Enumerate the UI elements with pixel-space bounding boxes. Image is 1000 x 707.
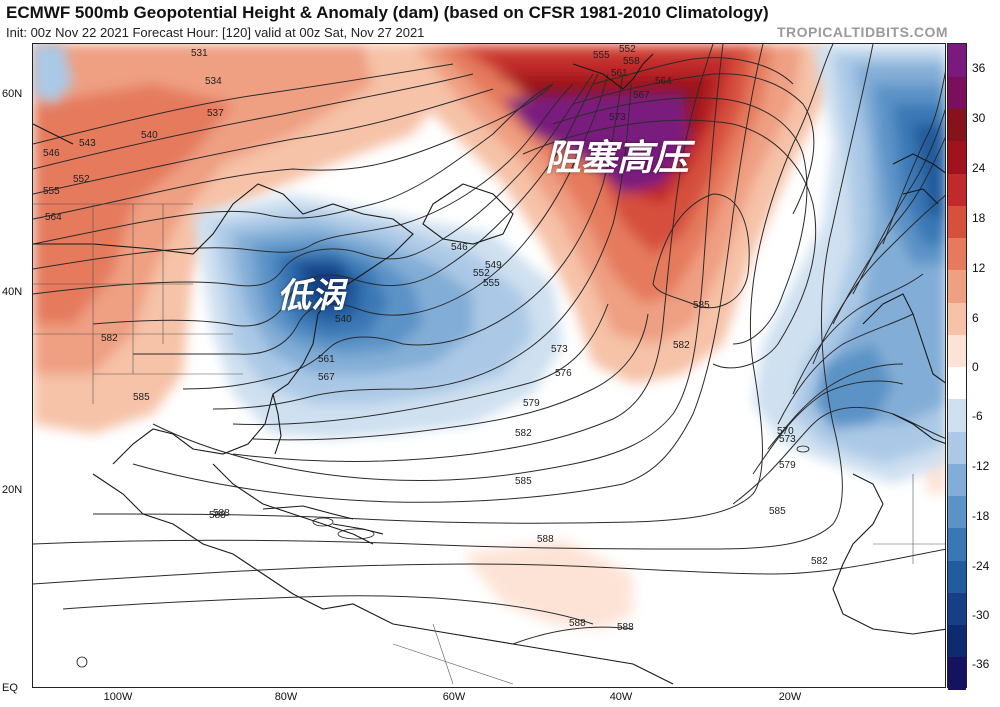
colorbar-tick-label: 36	[972, 61, 986, 75]
contour-label: 552	[619, 44, 636, 55]
lon-label-60w: 60W	[442, 691, 466, 703]
contour-label: 579	[523, 398, 540, 409]
contour-label: 531	[191, 48, 208, 59]
low-annotation: 低涡	[277, 276, 345, 316]
contour-label: 564	[655, 76, 672, 87]
lat-label-40n: 40N	[2, 286, 23, 298]
colorbar-segment	[948, 334, 966, 367]
contour-label: 588	[617, 622, 634, 633]
colorbar-tick-label: -12	[972, 459, 990, 473]
colorbar-segment	[948, 269, 966, 303]
colorbar-segment	[948, 366, 966, 400]
colorbar-tick-label: 24	[972, 161, 986, 175]
colorbar-segment	[948, 237, 966, 271]
contour-label: 570	[777, 426, 794, 437]
contour-label: 540	[141, 130, 158, 141]
contour-label: 546	[43, 148, 60, 159]
lon-label-100w: 100W	[103, 691, 133, 703]
colorbar-segment	[948, 463, 966, 496]
contour-label: 555	[43, 186, 60, 197]
contour-label: 573	[609, 112, 626, 123]
colorbar-segment	[948, 656, 966, 690]
contour-label: 573	[551, 344, 568, 355]
contour-label: 588	[569, 618, 586, 629]
contour-label: 552	[473, 268, 490, 279]
lat-label-eq: EQ	[2, 682, 18, 694]
contour-label: 534	[205, 76, 222, 87]
colorbar-segment	[948, 624, 966, 658]
contour-label: 555	[483, 278, 500, 289]
colorbar-segment	[948, 140, 966, 174]
colorbar-tick-label: -36	[972, 657, 990, 671]
contour-label: 588	[537, 534, 554, 545]
contour-label: 573	[779, 434, 796, 445]
islands	[76, 445, 810, 668]
colorbar-tick-label: 12	[972, 261, 986, 275]
contour-label: 579	[779, 460, 796, 471]
colorbar-tick-label: 0	[972, 360, 979, 374]
contour-labels: 5315345375405435465525555645825855885465…	[43, 44, 828, 633]
contour-label: 582	[811, 556, 828, 567]
colorbar-segment	[948, 398, 966, 432]
lon-label-80w: 80W	[274, 691, 298, 703]
contour-label: 582	[515, 428, 532, 439]
lat-label-20n: 20N	[2, 484, 23, 496]
map-panel: 531 534 537 540 543 546 552 555 564 582 585 588 546 5…	[32, 43, 946, 688]
contour-label: 552	[73, 174, 90, 185]
lat-label-60n: 60N	[2, 88, 23, 100]
colorbar-tick-label: -6	[972, 409, 983, 423]
contour-label: 540	[335, 314, 352, 325]
colorbar-segment	[948, 108, 966, 142]
anomaly-map: 5315345375405435465525555645825855885465…	[33, 44, 945, 687]
coastlines	[33, 53, 945, 685]
contour-label: 543	[79, 138, 96, 149]
colorbar-tick-label: -24	[972, 559, 990, 573]
colorbar-segment	[948, 592, 966, 625]
colorbar-tick-label: 6	[972, 311, 979, 325]
contour-label: 588	[213, 508, 230, 519]
contour-label: 582	[101, 333, 118, 344]
height-contours	[33, 44, 945, 645]
block-annotation: 阻塞高压	[545, 138, 690, 179]
colorbar-tick-label: -18	[972, 509, 990, 523]
contour-label: 585	[769, 506, 786, 517]
contour-label: 561	[318, 354, 335, 365]
contour-label: 567	[633, 90, 650, 101]
contour-label: 564	[45, 212, 62, 223]
colorbar-segment	[948, 44, 966, 77]
colorbar-segment	[948, 302, 966, 335]
contour-label: 585	[515, 476, 532, 487]
lon-label-20w: 20W	[778, 691, 802, 703]
colorbar-tick-label: 30	[972, 111, 986, 125]
colorbar-tick-label: 18	[972, 211, 986, 225]
contour-label: 549	[485, 260, 502, 271]
colorbar-segment	[948, 495, 966, 529]
colorbar-segment	[948, 173, 966, 206]
colorbar-segment	[948, 527, 966, 561]
brand-watermark: TROPICALTIDBITS.COM	[776, 24, 948, 40]
chart-subtitle: Init: 00z Nov 22 2021 Forecast Hour: [12…	[6, 25, 425, 40]
political-borders	[33, 203, 945, 685]
anomaly-colorbar	[947, 43, 967, 690]
contour-label: 588	[209, 510, 226, 521]
contour-label: 555	[593, 50, 610, 61]
contour-label: 567	[318, 372, 335, 383]
contour-label: 561	[611, 68, 628, 79]
chart-title: ECMWF 500mb Geopotential Height & Anomal…	[6, 3, 769, 22]
colorbar-segment	[948, 431, 966, 464]
contour-label: 537	[207, 108, 224, 119]
colorbar-segment	[948, 76, 966, 109]
contour-label: 585	[133, 392, 150, 403]
colorbar-tick-label: -30	[972, 608, 990, 622]
contour-label: 576	[555, 368, 572, 379]
contour-label: 558	[623, 56, 640, 67]
contour-label: 585	[693, 300, 710, 311]
contour-label: 582	[673, 340, 690, 351]
colorbar-segment	[948, 205, 966, 238]
lon-label-40w: 40W	[609, 691, 633, 703]
contour-label: 546	[451, 242, 468, 253]
colorbar-segment	[948, 560, 966, 593]
